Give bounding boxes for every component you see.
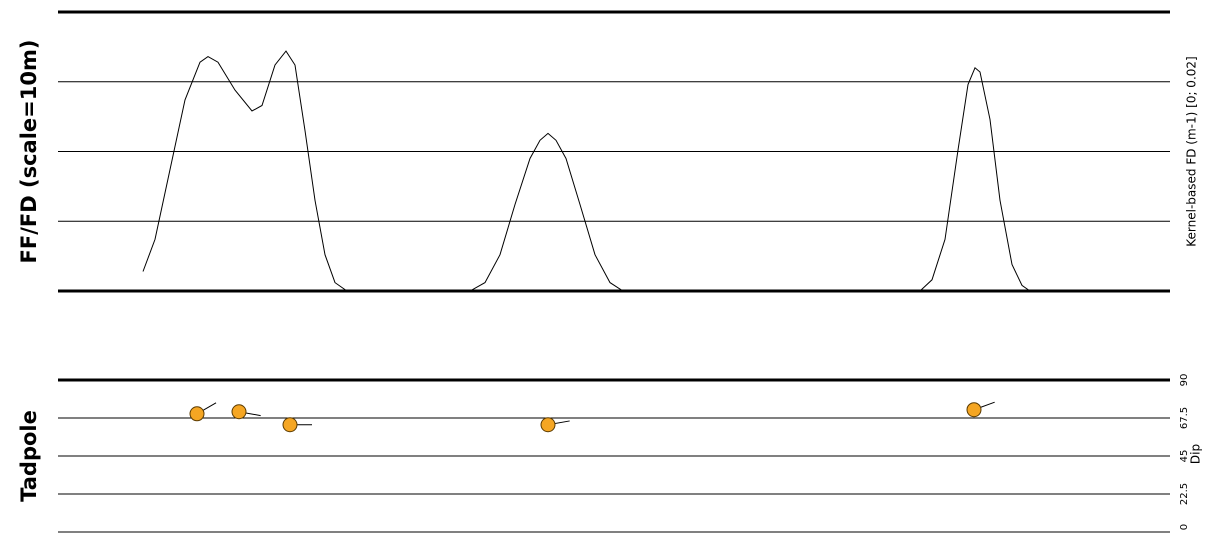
y-tick-label: 90 (1179, 374, 1190, 387)
y-tick-label: 67.5 (1179, 407, 1190, 429)
panel-title: Tadpole (17, 410, 41, 502)
tadpole-head (231, 404, 247, 420)
tadpole-head (540, 417, 556, 433)
y-tick-label: 45 (1179, 450, 1190, 463)
tadpole-head (189, 406, 205, 422)
y-tick-label: 22.5 (1179, 483, 1190, 505)
y-tick-label: 0 (1179, 524, 1190, 530)
fd-curve (142, 50, 1031, 292)
y-axis-label: Kernel-based FD (m-1) [0; 0.02] (1185, 56, 1199, 246)
panel-title: FF/FD (scale=10m) (17, 40, 41, 264)
tadpole-head (966, 402, 982, 418)
y-axis-label: Dip (1189, 444, 1203, 464)
tadpole-head (282, 417, 298, 433)
